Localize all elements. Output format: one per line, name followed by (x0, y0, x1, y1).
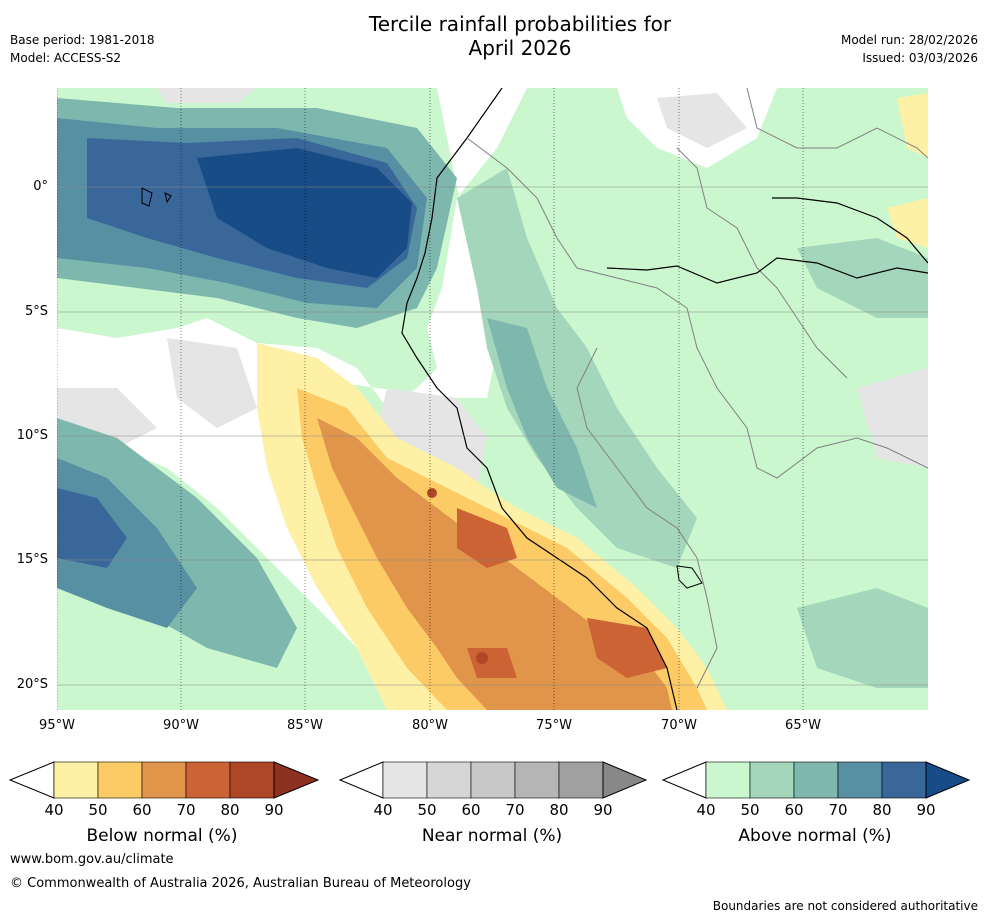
near-tick-40: 40 (373, 801, 393, 819)
above-tick-60: 60 (784, 801, 804, 819)
near-tick-90: 90 (593, 801, 613, 819)
region-below-40-e (887, 198, 928, 248)
meta-left: Base period: 1981-2018 Model: ACCESS-S2 (10, 31, 155, 67)
region-above-50-andes (457, 168, 697, 568)
amazon-river (606, 257, 928, 284)
map-svg (57, 88, 928, 710)
region-above-60-south (57, 418, 297, 668)
border-peru-bolivia (576, 347, 718, 689)
lat-label-5s: 5°S (24, 304, 48, 319)
rainfall-map (57, 88, 928, 710)
lat-label-15s: 15°S (16, 552, 48, 567)
lake-titicaca (676, 565, 703, 589)
issued-date: Issued: 03/03/2026 (862, 51, 978, 65)
amazon-river-north (772, 197, 928, 264)
above-tick-70: 70 (828, 801, 848, 819)
near-normal-title: Near normal (%) (421, 826, 563, 846)
base-period: Base period: 1981-2018 (10, 33, 155, 47)
lat-label-0: 0° (33, 179, 48, 194)
below-normal-title: Below normal (%) (86, 826, 238, 846)
region-near-40-b (167, 338, 257, 428)
coastline (401, 88, 678, 710)
meta-right: Model run: 28/02/2026 Issued: 03/03/2026 (841, 31, 978, 67)
region-near-40-e (657, 93, 747, 148)
border-colombia (676, 147, 848, 379)
lon-label-90w: 90°W (163, 718, 199, 733)
colorbar-near (338, 761, 648, 799)
near-tick-80: 80 (549, 801, 569, 819)
near-tick-60: 60 (461, 801, 481, 819)
border-north (466, 137, 928, 479)
lon-label-65w: 65°W (785, 718, 821, 733)
chart-title: Tercile rainfall probabilities for April… (0, 12, 988, 60)
region-above-80-south (57, 488, 127, 568)
colorbar-above (661, 761, 971, 799)
region-near-40-f (157, 88, 257, 103)
below-tick-80: 80 (220, 801, 240, 819)
below-tick-60: 60 (132, 801, 152, 819)
copyright: © Commonwealth of Australia 2026, Austra… (10, 876, 471, 891)
near-tick-50: 50 (417, 801, 437, 819)
region-above-60-andes (487, 318, 597, 508)
below-tick-50: 50 (88, 801, 108, 819)
region-above-50-east (797, 238, 928, 318)
above-tick-90: 90 (916, 801, 936, 819)
above-tick-80: 80 (872, 801, 892, 819)
lon-label-70w: 70°W (661, 718, 697, 733)
region-below-70-b (587, 618, 667, 678)
region-near-40-d (857, 368, 928, 468)
border-venezuela (746, 88, 928, 159)
below-tick-90: 90 (264, 801, 284, 819)
region-below-70-a (457, 508, 517, 568)
lat-label-20s: 20°S (16, 677, 48, 692)
region-below-80-a (476, 652, 488, 664)
above-tick-50: 50 (740, 801, 760, 819)
model-name: Model: ACCESS-S2 (10, 51, 122, 65)
disclaimer: Boundaries are not considered authoritat… (712, 899, 978, 913)
lon-label-80w: 80°W (412, 718, 448, 733)
website-link[interactable]: www.bom.gov.au/climate (10, 852, 174, 867)
above-tick-40: 40 (696, 801, 716, 819)
colorbar-below (8, 761, 320, 799)
below-tick-70: 70 (176, 801, 196, 819)
colorbars (8, 761, 971, 799)
region-below-40-ne (897, 93, 928, 158)
lon-label-75w: 75°W (536, 718, 572, 733)
region-above-50-se (797, 588, 928, 688)
title-line-1: Tercile rainfall probabilities for (368, 12, 672, 36)
lon-label-95w: 95°W (39, 718, 75, 733)
model-run: Model run: 28/02/2026 (840, 33, 978, 47)
near-tick-70: 70 (505, 801, 525, 819)
title-line-2: April 2026 (468, 36, 572, 60)
galapagos-2 (164, 192, 172, 204)
lat-label-10s: 10°S (16, 428, 48, 443)
galapagos (141, 187, 153, 207)
region-above-90 (197, 148, 412, 278)
lon-label-85w: 85°W (287, 718, 323, 733)
lat-gridlines (57, 186, 928, 686)
region-below-80-b (427, 488, 437, 498)
above-normal-title: Above normal (%) (738, 826, 892, 846)
below-tick-40: 40 (44, 801, 64, 819)
